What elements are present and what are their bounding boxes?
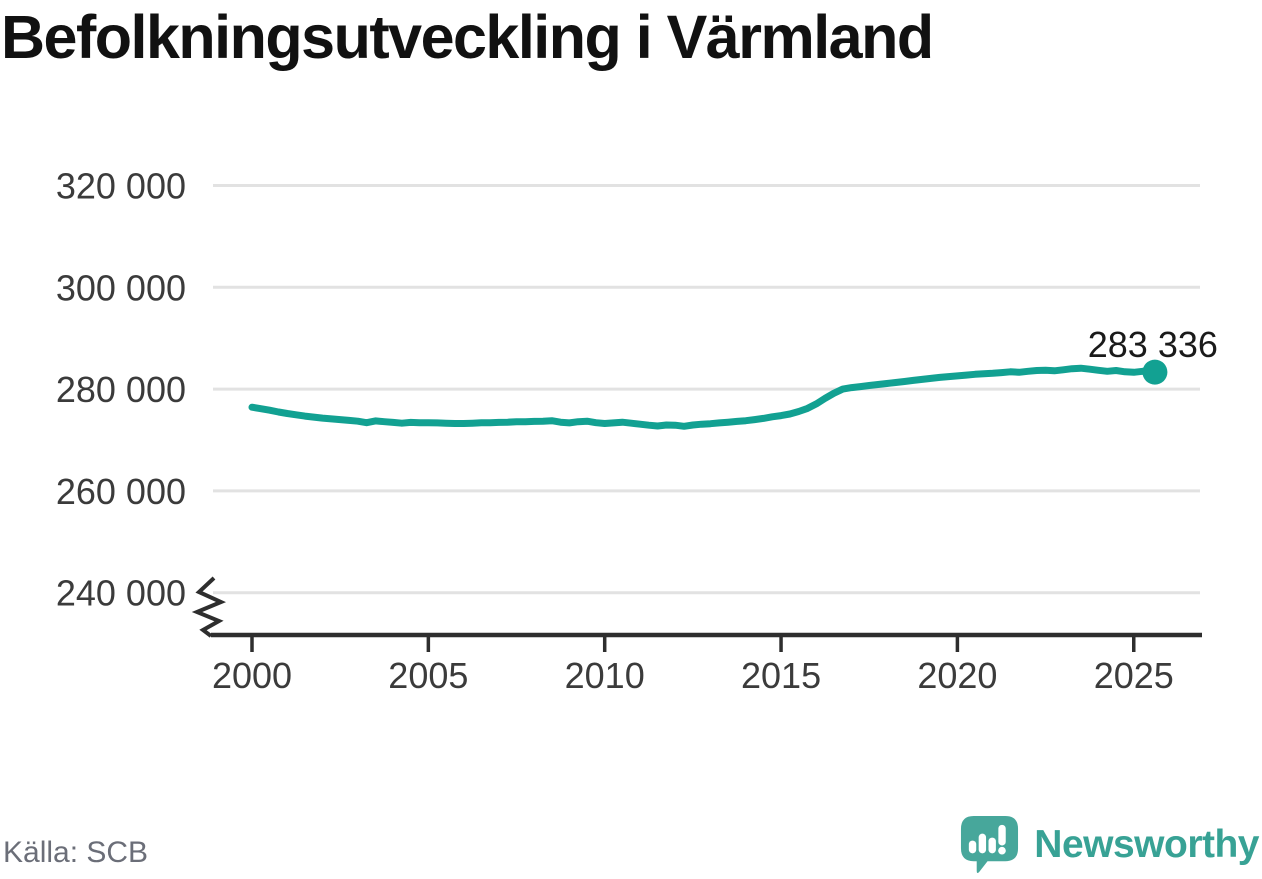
- end-value-label: 283 336: [1088, 324, 1218, 365]
- x-tick-label: 2005: [388, 655, 468, 696]
- x-tick-label: 2015: [741, 655, 821, 696]
- y-tick-label: 240 000: [56, 573, 186, 614]
- newsworthy-logo: Newsworthy: [958, 814, 1259, 875]
- chart-title: Befolkningsutveckling i Värmland: [1, 3, 934, 71]
- y-tick-label: 300 000: [56, 267, 186, 308]
- bar-2: [978, 833, 987, 854]
- bar-3: [988, 837, 997, 854]
- x-tick-label: 2000: [212, 655, 292, 696]
- end-point-marker: [1142, 359, 1168, 385]
- x-tick-label: 2025: [1094, 655, 1174, 696]
- newsworthy-logo-icon: [961, 815, 1019, 873]
- newsworthy-wordmark: Newsworthy: [1034, 822, 1259, 866]
- population-line: [248, 364, 1159, 430]
- axis-break-mark: [191, 576, 227, 638]
- source-note: Källa: SCB: [3, 836, 149, 869]
- x-tick-label: 2020: [917, 655, 997, 696]
- y-tick-label: 260 000: [56, 471, 186, 512]
- exclamation-dot: [998, 846, 1007, 855]
- x-tick-label: 2010: [565, 655, 645, 696]
- exclamation-bar: [998, 824, 1007, 846]
- bar-1: [969, 840, 977, 854]
- y-tick-label: 320 000: [56, 166, 186, 207]
- population-line-chart: 240 000 260 000 280 000 300 000 320 000 2000 2…: [56, 166, 1218, 697]
- y-tick-label: 280 000: [56, 369, 186, 410]
